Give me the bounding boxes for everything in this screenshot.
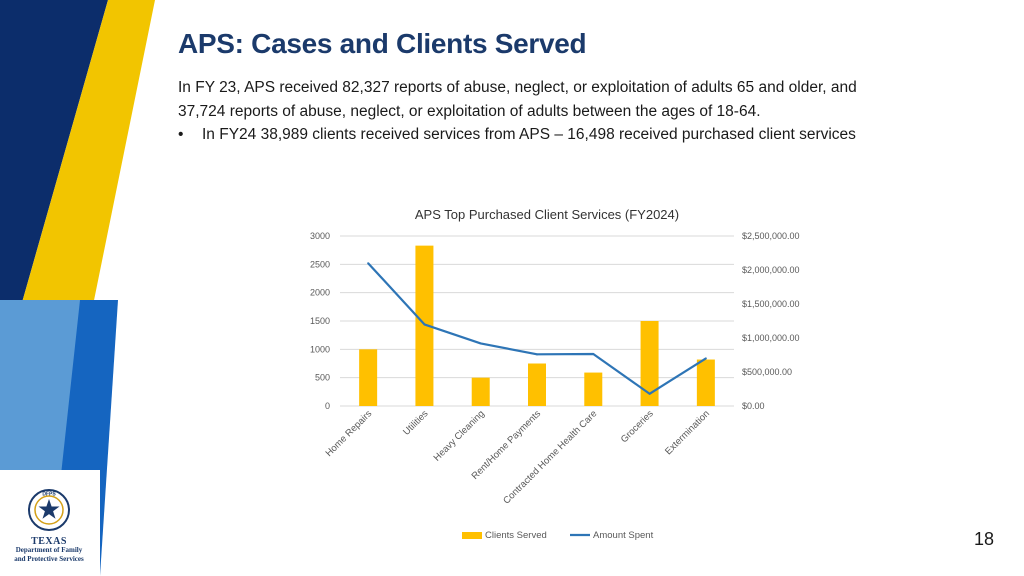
bar-clients-served bbox=[584, 372, 603, 406]
logo-services: and Protective Services bbox=[14, 555, 84, 563]
x-tick-label: Extermination bbox=[663, 408, 712, 457]
y-right-tick-label: $500,000.00 bbox=[742, 367, 792, 377]
point-amount-spent bbox=[536, 353, 538, 356]
bar-clients-served bbox=[640, 321, 659, 406]
bar-clients-served bbox=[696, 359, 715, 406]
x-tick-label: Groceries bbox=[619, 408, 656, 445]
y-left-tick-label: 500 bbox=[315, 373, 330, 383]
y-right-tick-label: $0.00 bbox=[742, 401, 765, 411]
y-right-tick-label: $2,000,000.00 bbox=[742, 265, 800, 275]
y-left-tick-label: 0 bbox=[325, 401, 330, 411]
y-left-tick-label: 2500 bbox=[310, 259, 330, 269]
y-left-tick-label: 2000 bbox=[310, 288, 330, 298]
seal-text: DFPS bbox=[42, 492, 56, 498]
y-right-tick-label: $1,000,000.00 bbox=[742, 333, 800, 343]
page-title: APS: Cases and Clients Served bbox=[178, 28, 587, 59]
services-chart: APS Top Purchased Client Services (FY202… bbox=[310, 207, 800, 541]
legend-label-clients-served: Clients Served bbox=[485, 530, 547, 541]
x-tick-label: Utilities bbox=[401, 408, 431, 438]
logo-dept: Department of Family bbox=[15, 546, 83, 554]
point-amount-spent bbox=[704, 357, 707, 360]
y-left-tick-label: 1000 bbox=[310, 344, 330, 354]
dfps-logo: DFPS TEXAS Department of Family and Prot… bbox=[8, 488, 90, 564]
point-amount-spent bbox=[592, 352, 595, 355]
y-right-tick-label: $2,500,000.00 bbox=[742, 231, 800, 241]
y-right-tick-label: $1,500,000.00 bbox=[742, 299, 800, 309]
point-amount-spent bbox=[479, 342, 482, 345]
bullet-marker: • bbox=[178, 126, 184, 143]
point-amount-spent bbox=[367, 262, 370, 265]
bar-clients-served bbox=[528, 363, 546, 406]
texas-seal-icon: DFPS bbox=[28, 489, 70, 531]
bar-clients-served bbox=[471, 377, 490, 406]
x-tick-label: Home Repairs bbox=[324, 408, 375, 459]
legend-swatch-clients-served bbox=[462, 532, 482, 539]
page-number: 18 bbox=[973, 529, 994, 549]
point-amount-spent bbox=[648, 392, 651, 395]
y-left-tick-label: 3000 bbox=[310, 231, 330, 241]
chart-title: APS Top Purchased Client Services (FY202… bbox=[415, 207, 679, 222]
point-amount-spent bbox=[423, 323, 426, 326]
y-left-tick-label: 1500 bbox=[310, 316, 330, 326]
logo-texas: TEXAS bbox=[31, 536, 67, 547]
slide-body: In FY 23, APS received 82,327 reports of… bbox=[178, 76, 908, 147]
x-tick-label: Contracted Home Health Care bbox=[501, 408, 599, 506]
x-tick-label: Heavy Cleaning bbox=[432, 408, 487, 463]
intro-paragraph: In FY 23, APS received 82,327 reports of… bbox=[178, 79, 857, 120]
bar-clients-served bbox=[359, 349, 378, 406]
bar-clients-served bbox=[415, 245, 434, 406]
bullet-text: In FY24 38,989 clients received services… bbox=[202, 126, 856, 143]
bullet-item: • In FY24 38,989 clients received servic… bbox=[178, 123, 908, 147]
legend-label-amount-spent: Amount Spent bbox=[593, 530, 654, 541]
